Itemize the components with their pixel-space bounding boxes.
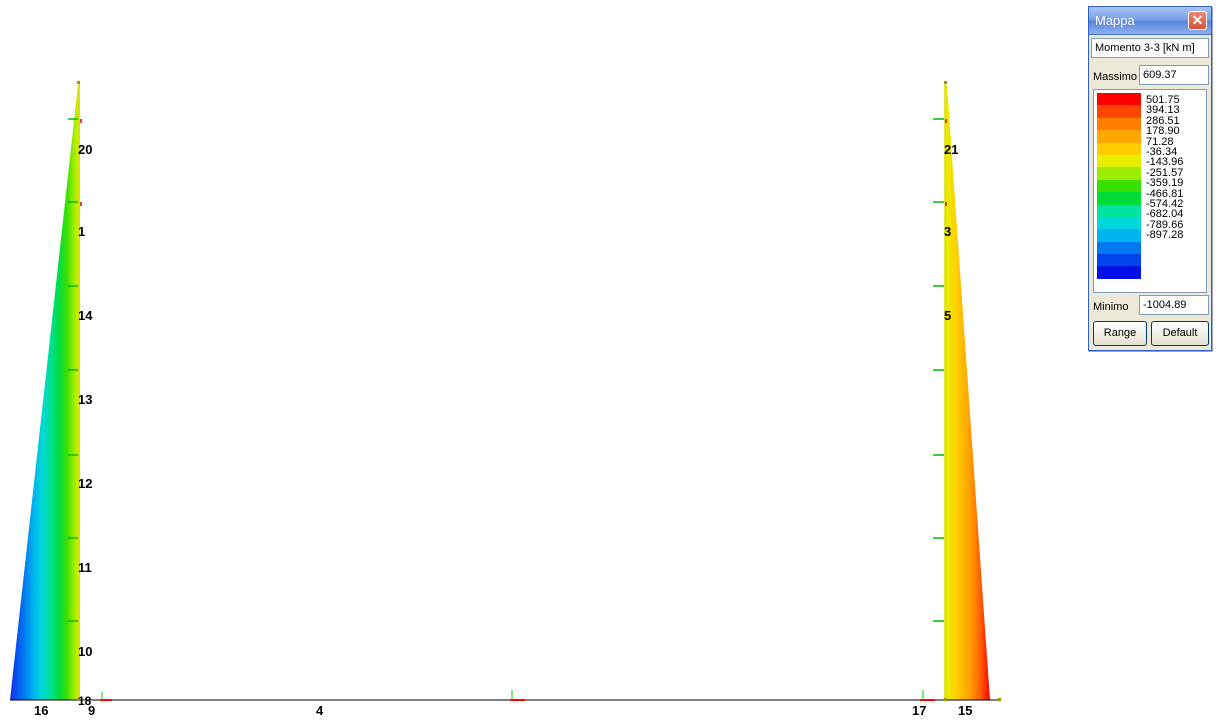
- color-scale: 501.75 394.13 286.51 178.90 71.28 -36.34 -143.…: [1093, 89, 1207, 293]
- default-button[interactable]: Default: [1151, 321, 1209, 346]
- legend-title: Mappa: [1095, 13, 1135, 28]
- color-swatch: [1097, 179, 1141, 193]
- min-value-field[interactable]: -1004.89: [1139, 295, 1209, 315]
- legend-window[interactable]: Mappa ✕ Momento 3-3 [kN m] Massimo 609.3…: [1088, 6, 1212, 351]
- color-level-label: 394.13: [1146, 104, 1180, 117]
- node-label-5: 5: [944, 308, 951, 323]
- node-label-16: 16: [34, 703, 48, 718]
- color-scale-levels: 501.75 394.13 286.51 178.90 71.28 -36.34 -143.…: [1146, 94, 1184, 242]
- node-markers: [77, 81, 1001, 701]
- node-label-3: 3: [944, 224, 951, 239]
- color-swatch: [1097, 93, 1141, 106]
- color-level-label: 71.28: [1146, 135, 1174, 148]
- color-swatch: [1097, 254, 1141, 267]
- axis-ticks-left: [68, 118, 78, 622]
- color-swatch: [1097, 216, 1141, 230]
- color-level-label: -682.04: [1146, 208, 1184, 221]
- node-label-17: 17: [912, 703, 926, 718]
- quantity-label: Momento 3-3 [kN m]: [1091, 38, 1209, 58]
- node-label-20: 20: [78, 142, 92, 157]
- axis-ticks-red: [80, 119, 947, 206]
- node-label-9: 9: [88, 703, 95, 718]
- range-button[interactable]: Range: [1093, 321, 1147, 346]
- color-level-label: 286.51: [1146, 114, 1180, 127]
- node-label-1: 1: [78, 224, 85, 239]
- color-swatch: [1097, 241, 1141, 255]
- color-level-label: -359.19: [1146, 177, 1184, 190]
- color-scale-swatches: [1097, 93, 1141, 279]
- node-label-14: 14: [78, 308, 93, 323]
- color-swatch: [1097, 192, 1141, 205]
- color-level-label: -897.28: [1146, 229, 1184, 242]
- right-column-moment-diagram: [944, 82, 990, 700]
- color-level-label: 178.90: [1146, 125, 1180, 138]
- node-label-21: 21: [944, 142, 958, 157]
- color-swatch: [1097, 142, 1141, 155]
- node-label-15: 15: [958, 703, 972, 718]
- legend-titlebar[interactable]: Mappa ✕: [1089, 7, 1211, 35]
- color-level-label: -251.57: [1146, 166, 1184, 179]
- node-label-11: 11: [78, 560, 92, 575]
- color-swatch: [1097, 154, 1141, 168]
- color-swatch: [1097, 204, 1141, 217]
- color-level-label: -574.42: [1146, 198, 1184, 211]
- axis-ticks-right: [933, 118, 944, 622]
- color-level-label: -466.81: [1146, 187, 1184, 200]
- node-label-4: 4: [316, 703, 324, 718]
- max-label: Massimo: [1093, 71, 1138, 83]
- color-level-label: -789.66: [1146, 218, 1184, 231]
- max-value-field[interactable]: 609.37: [1139, 65, 1209, 85]
- color-level-label: 501.75: [1146, 94, 1180, 106]
- color-level-label: -36.34: [1146, 146, 1178, 159]
- color-swatch: [1097, 105, 1141, 118]
- color-swatch: [1097, 229, 1141, 242]
- beam-line: [10, 690, 1000, 701]
- node-label-12: 12: [78, 476, 92, 491]
- color-swatch: [1097, 117, 1141, 131]
- color-swatch: [1097, 130, 1141, 143]
- color-swatch: [1097, 266, 1141, 279]
- node-label-10: 10: [78, 644, 92, 659]
- left-column-moment-diagram: [10, 82, 80, 700]
- color-swatch: [1097, 167, 1141, 180]
- node-label-13: 13: [78, 392, 92, 407]
- node-label-18: 18: [78, 694, 92, 708]
- node-labels: 20 1 14 13 12 11 10 18 16 9 4 21 3 5 17 …: [34, 142, 972, 718]
- color-level-label: -143.96: [1146, 156, 1184, 169]
- min-label: Minimo: [1093, 301, 1129, 313]
- close-icon[interactable]: ✕: [1188, 11, 1207, 30]
